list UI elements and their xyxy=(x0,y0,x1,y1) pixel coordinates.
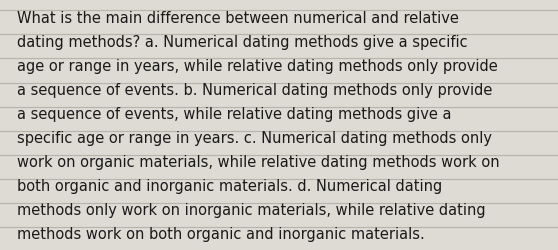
Text: a sequence of events, while relative dating methods give a: a sequence of events, while relative dat… xyxy=(17,106,451,122)
Text: age or range in years, while relative dating methods only provide: age or range in years, while relative da… xyxy=(17,58,498,74)
Text: dating methods? a. Numerical dating methods give a specific: dating methods? a. Numerical dating meth… xyxy=(17,34,468,50)
Text: specific age or range in years. c. Numerical dating methods only: specific age or range in years. c. Numer… xyxy=(17,130,492,146)
Text: What is the main difference between numerical and relative: What is the main difference between nume… xyxy=(17,10,459,26)
Text: both organic and inorganic materials. d. Numerical dating: both organic and inorganic materials. d.… xyxy=(17,178,442,194)
Text: methods work on both organic and inorganic materials.: methods work on both organic and inorgan… xyxy=(17,226,425,242)
Text: work on organic materials, while relative dating methods work on: work on organic materials, while relativ… xyxy=(17,154,499,170)
Text: a sequence of events. b. Numerical dating methods only provide: a sequence of events. b. Numerical datin… xyxy=(17,82,492,98)
Text: methods only work on inorganic materials, while relative dating: methods only work on inorganic materials… xyxy=(17,202,485,218)
